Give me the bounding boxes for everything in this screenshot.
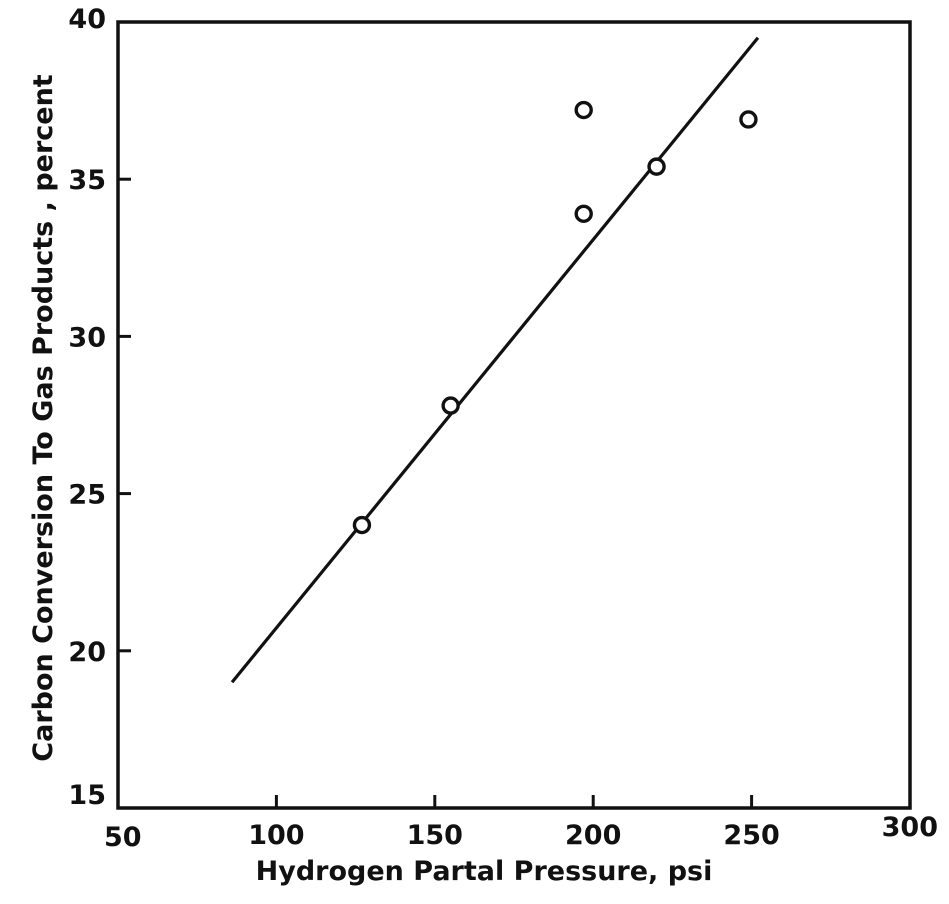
x-axis-ticks bbox=[116, 795, 912, 808]
x-tick-label-150: 150 bbox=[407, 820, 463, 851]
y-axis-tick-labels: 15 20 25 30 35 40 bbox=[68, 4, 106, 811]
x-tick-label-250: 250 bbox=[723, 820, 779, 851]
y-axis-ticks bbox=[118, 20, 131, 810]
x-tick-label-50: 50 bbox=[104, 822, 142, 853]
y-tick-label-35: 35 bbox=[68, 165, 106, 196]
data-point-5 bbox=[647, 157, 666, 176]
x-tick-label-100: 100 bbox=[248, 820, 304, 851]
data-point-6 bbox=[739, 110, 758, 129]
y-tick-label-25: 25 bbox=[68, 480, 106, 511]
x-tick-label-300: 300 bbox=[882, 812, 938, 843]
x-axis-tick-labels: 50 100 150 200 250 300 bbox=[104, 812, 938, 853]
data-point-2 bbox=[441, 396, 460, 415]
y-tick-label-40: 40 bbox=[68, 4, 106, 35]
x-axis-title: Hydrogen Partal Pressure, psi bbox=[256, 856, 713, 887]
y-tick-label-15: 15 bbox=[68, 780, 106, 811]
data-point-3 bbox=[574, 204, 593, 223]
fit-line bbox=[230, 36, 760, 684]
data-point-4 bbox=[574, 100, 593, 120]
x-tick-label-200: 200 bbox=[565, 820, 621, 851]
y-tick-label-30: 30 bbox=[68, 322, 106, 353]
plot-frame bbox=[116, 20, 912, 810]
data-points bbox=[352, 100, 758, 535]
y-axis-title: Carbon Conversion To Gas Products , perc… bbox=[28, 74, 59, 762]
data-point-1 bbox=[352, 515, 372, 535]
y-tick-label-20: 20 bbox=[68, 637, 106, 668]
